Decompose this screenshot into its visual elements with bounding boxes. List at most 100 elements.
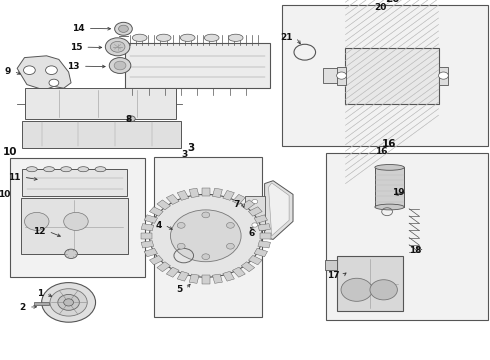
Polygon shape [223,190,234,200]
Text: 5: 5 [176,284,183,294]
Polygon shape [232,194,245,204]
Circle shape [252,199,258,204]
Bar [375,167,404,207]
Bar [337,256,403,311]
Polygon shape [202,188,210,196]
Text: 15: 15 [70,43,82,52]
Polygon shape [248,207,262,216]
Polygon shape [232,267,245,277]
Ellipse shape [228,34,243,41]
Circle shape [105,38,130,56]
Polygon shape [241,262,255,272]
Polygon shape [258,224,270,231]
Text: 6: 6 [248,229,255,238]
Ellipse shape [375,204,404,210]
Polygon shape [223,271,234,281]
Bar [34,302,49,305]
Circle shape [177,222,185,228]
Text: 11: 11 [8,173,21,181]
Polygon shape [17,56,71,90]
Circle shape [42,283,96,322]
Bar [22,121,181,148]
Circle shape [226,222,234,228]
Circle shape [337,72,346,79]
Polygon shape [189,188,199,198]
Text: 10: 10 [0,190,11,199]
Circle shape [127,116,135,122]
Ellipse shape [78,167,89,172]
Circle shape [24,212,49,230]
Text: 20: 20 [375,3,387,12]
Text: 14: 14 [72,24,85,33]
Circle shape [65,249,77,258]
Circle shape [50,289,87,316]
Text: 16: 16 [382,139,397,149]
Bar [245,196,265,230]
Polygon shape [157,262,171,272]
Polygon shape [144,248,157,257]
Polygon shape [202,275,210,284]
Polygon shape [177,271,189,281]
Ellipse shape [26,167,37,172]
Polygon shape [213,274,222,283]
Bar [345,48,439,104]
Text: 9: 9 [4,67,11,76]
Polygon shape [248,255,262,265]
Bar [10,158,145,277]
Text: 7: 7 [234,199,240,209]
Circle shape [64,212,88,230]
Polygon shape [177,190,189,200]
Bar [325,260,337,270]
Bar [439,67,448,85]
Text: 4: 4 [155,220,162,230]
Circle shape [24,66,35,75]
Polygon shape [166,194,179,204]
Polygon shape [269,183,289,236]
Text: 18: 18 [409,246,421,256]
Polygon shape [254,248,268,257]
Circle shape [46,66,57,75]
Polygon shape [141,241,154,248]
Bar [282,5,488,146]
Circle shape [252,223,258,227]
Ellipse shape [204,34,219,41]
Text: 13: 13 [67,62,80,71]
Ellipse shape [61,167,72,172]
Polygon shape [144,215,157,223]
Circle shape [226,243,234,249]
Circle shape [58,294,79,310]
Circle shape [49,79,59,86]
Circle shape [202,212,210,218]
Text: 8: 8 [125,114,131,123]
Bar [21,198,128,254]
Ellipse shape [156,34,171,41]
Circle shape [64,299,74,306]
Polygon shape [254,215,268,223]
Circle shape [171,210,241,262]
Bar [22,169,127,196]
Bar [24,88,176,119]
Text: 19: 19 [392,188,404,197]
Text: 3: 3 [181,150,187,159]
Ellipse shape [132,34,147,41]
Bar [337,67,346,85]
Text: 20: 20 [385,0,399,4]
Polygon shape [265,181,293,239]
Polygon shape [149,255,163,265]
Circle shape [370,280,397,300]
Text: 3: 3 [188,143,195,153]
Polygon shape [166,267,179,277]
Circle shape [119,25,128,32]
Ellipse shape [180,34,195,41]
Polygon shape [189,274,199,283]
Circle shape [114,61,126,70]
Polygon shape [149,207,163,216]
Polygon shape [213,188,222,198]
Text: 1: 1 [37,289,43,298]
Text: 12: 12 [33,227,46,236]
Text: 17: 17 [327,271,340,280]
Polygon shape [260,233,271,239]
Polygon shape [141,233,152,239]
Circle shape [341,278,372,301]
Bar [326,153,488,320]
